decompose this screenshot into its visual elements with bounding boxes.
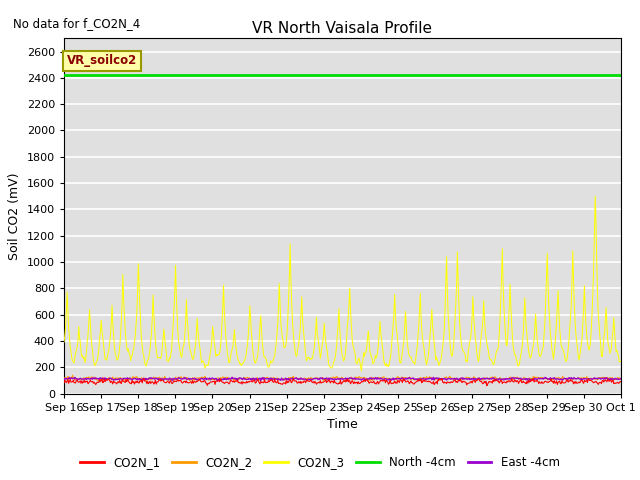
Y-axis label: Soil CO2 (mV): Soil CO2 (mV) <box>8 172 21 260</box>
Text: VR_soilco2: VR_soilco2 <box>67 54 137 67</box>
Text: No data for f_CO2N_4: No data for f_CO2N_4 <box>13 17 140 30</box>
X-axis label: Time: Time <box>327 418 358 431</box>
Title: VR North Vaisala Profile: VR North Vaisala Profile <box>252 21 433 36</box>
Legend: CO2N_1, CO2N_2, CO2N_3, North -4cm, East -4cm: CO2N_1, CO2N_2, CO2N_3, North -4cm, East… <box>76 452 564 474</box>
